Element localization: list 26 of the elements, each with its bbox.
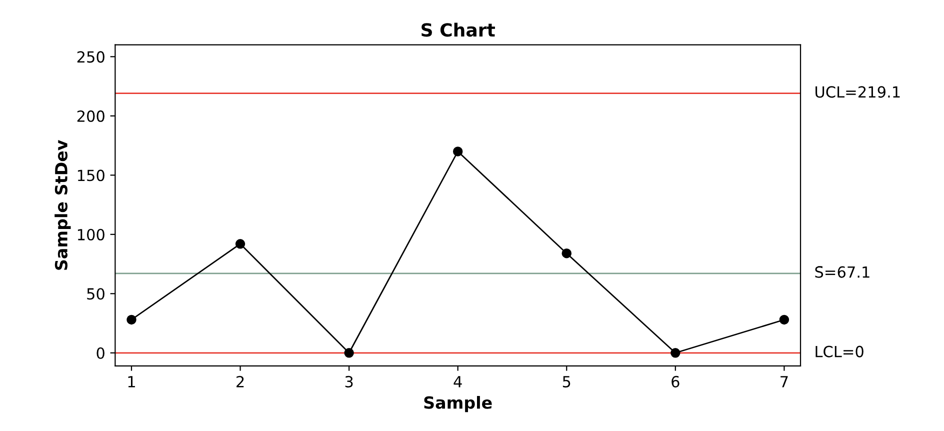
x-tick-label: 1 — [128, 376, 135, 388]
y-tick-label: 100 — [78, 228, 104, 240]
x-axis-title: Sample — [424, 396, 492, 412]
y-axis-title: Sample StDev — [54, 140, 71, 270]
ref-line-label: UCL=219.1 — [816, 86, 900, 98]
point — [235, 239, 246, 249]
point — [779, 314, 790, 325]
y-tick-label: 0 — [96, 347, 104, 359]
y-tick-label: 150 — [78, 170, 104, 182]
x-tick-label: 2 — [236, 376, 244, 388]
chart-title: S Chart — [422, 22, 495, 37]
point — [126, 314, 136, 325]
y-tick-label: 200 — [77, 110, 104, 122]
point — [562, 248, 572, 258]
x-tick-label: 7 — [780, 376, 788, 388]
point — [452, 146, 463, 156]
x-tick-label: 3 — [345, 376, 353, 388]
x-tick-label: 4 — [454, 376, 462, 388]
point — [344, 348, 354, 358]
x-tick-label: 5 — [562, 376, 570, 388]
ref-line-label: LCL=0 — [816, 346, 864, 358]
x-tick-label: 6 — [672, 376, 680, 388]
point — [670, 348, 680, 358]
ref-line-label: S̄=67.1 — [815, 266, 870, 278]
y-tick-label: 50 — [87, 288, 104, 300]
y-tick-label: 250 — [77, 51, 104, 63]
